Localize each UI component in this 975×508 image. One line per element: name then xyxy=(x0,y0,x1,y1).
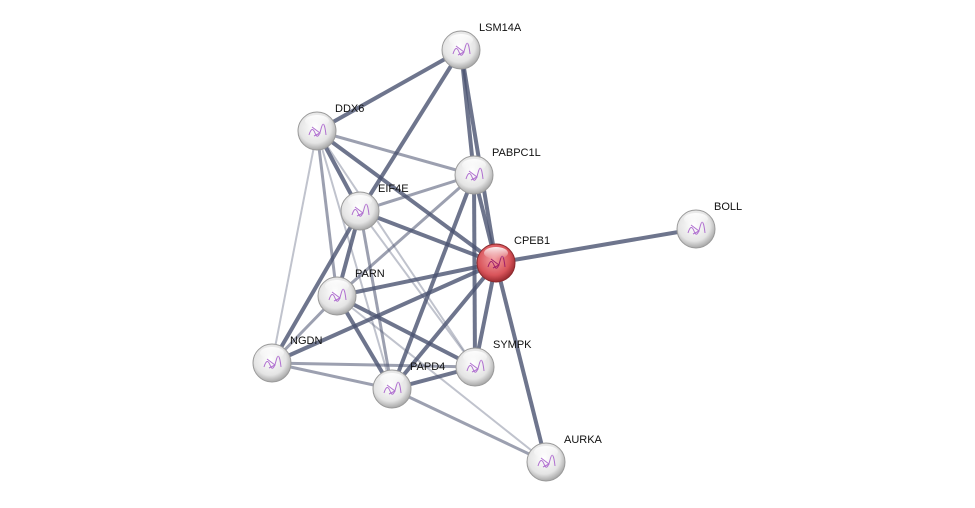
edge-ddx6-ngdn[interactable] xyxy=(271,130,318,364)
edge-cpeb1-ngdn[interactable] xyxy=(271,261,497,365)
node-papd4[interactable]: PAPD4 xyxy=(372,361,445,409)
node-highlight xyxy=(684,213,708,225)
node-ngdn[interactable]: NGDN xyxy=(252,335,322,383)
node-highlight xyxy=(463,351,487,363)
edge-pabpc1l-papd4[interactable] xyxy=(390,174,476,390)
edge-cpeb1-papd4[interactable] xyxy=(390,261,498,391)
node-boll[interactable]: BOLL xyxy=(676,201,742,249)
edge-ddx6-pabpc1l[interactable] xyxy=(316,129,475,177)
edge-cpeb1-aurka[interactable] xyxy=(494,262,548,463)
node-pabpc1l[interactable]: PABPC1L xyxy=(454,147,541,195)
node-highlight xyxy=(449,34,473,46)
edge-ddx6-parn[interactable] xyxy=(315,130,339,297)
edge-eif4e-sympk[interactable] xyxy=(359,210,476,368)
edge-ddx6-sympk[interactable] xyxy=(316,130,476,368)
edge-eif4e-cpeb1[interactable] xyxy=(359,209,497,265)
node-label: PAPD4 xyxy=(410,361,445,373)
edge-eif4e-papd4[interactable] xyxy=(358,210,394,390)
node-aurka[interactable]: AURKA xyxy=(526,434,603,482)
edge-eif4e-ngdn[interactable] xyxy=(270,209,362,365)
node-highlight xyxy=(325,280,349,292)
node-sympk[interactable]: SYMPK xyxy=(455,339,532,387)
node-label: NGDN xyxy=(290,335,322,347)
edge-ngdn-sympk[interactable] xyxy=(271,361,476,369)
edge-parn-sympk[interactable] xyxy=(336,294,476,369)
node-highlight xyxy=(260,347,284,359)
edge-ngdn-papd4[interactable] xyxy=(271,361,393,391)
edge-lsm14a-eif4e[interactable] xyxy=(358,48,463,213)
node-cpeb1[interactable]: CPEB1 xyxy=(476,235,550,283)
node-highlight xyxy=(305,115,329,127)
edge-parn-aurka[interactable] xyxy=(336,295,547,463)
node-eif4e[interactable]: EIF4E xyxy=(340,183,409,231)
node-label: PABPC1L xyxy=(492,147,541,159)
node-highlight xyxy=(348,195,372,207)
node-label: LSM14A xyxy=(479,22,522,34)
node-label: CPEB1 xyxy=(514,235,550,247)
node-label: BOLL xyxy=(714,201,742,213)
edge-pabpc1l-eif4e[interactable] xyxy=(359,173,475,213)
node-label: EIF4E xyxy=(378,183,409,195)
node-label: DDX6 xyxy=(335,103,364,115)
edge-pabpc1l-parn[interactable] xyxy=(336,173,475,298)
node-label: PARN xyxy=(355,268,385,280)
edge-lsm14a-ddx6[interactable] xyxy=(316,48,462,133)
node-label: SYMPK xyxy=(493,339,532,351)
node-highlight xyxy=(534,446,558,458)
node-highlight xyxy=(462,159,486,171)
node-ddx6[interactable]: DDX6 xyxy=(297,103,364,151)
node-parn[interactable]: PARN xyxy=(317,268,385,316)
node-label: AURKA xyxy=(564,434,603,446)
edge-cpeb1-parn[interactable] xyxy=(336,261,497,298)
edge-papd4-aurka[interactable] xyxy=(391,387,547,464)
node-lsm14a[interactable]: LSM14A xyxy=(441,22,522,70)
edge-ddx6-papd4[interactable] xyxy=(316,130,393,390)
edge-cpeb1-boll[interactable] xyxy=(495,227,697,265)
node-highlight xyxy=(380,373,404,385)
node-layer: LSM14A DDX6 PABPC1L EIF4E CPEB1 BOLL PARN NGDN S… xyxy=(252,22,742,482)
node-highlight xyxy=(484,247,508,259)
